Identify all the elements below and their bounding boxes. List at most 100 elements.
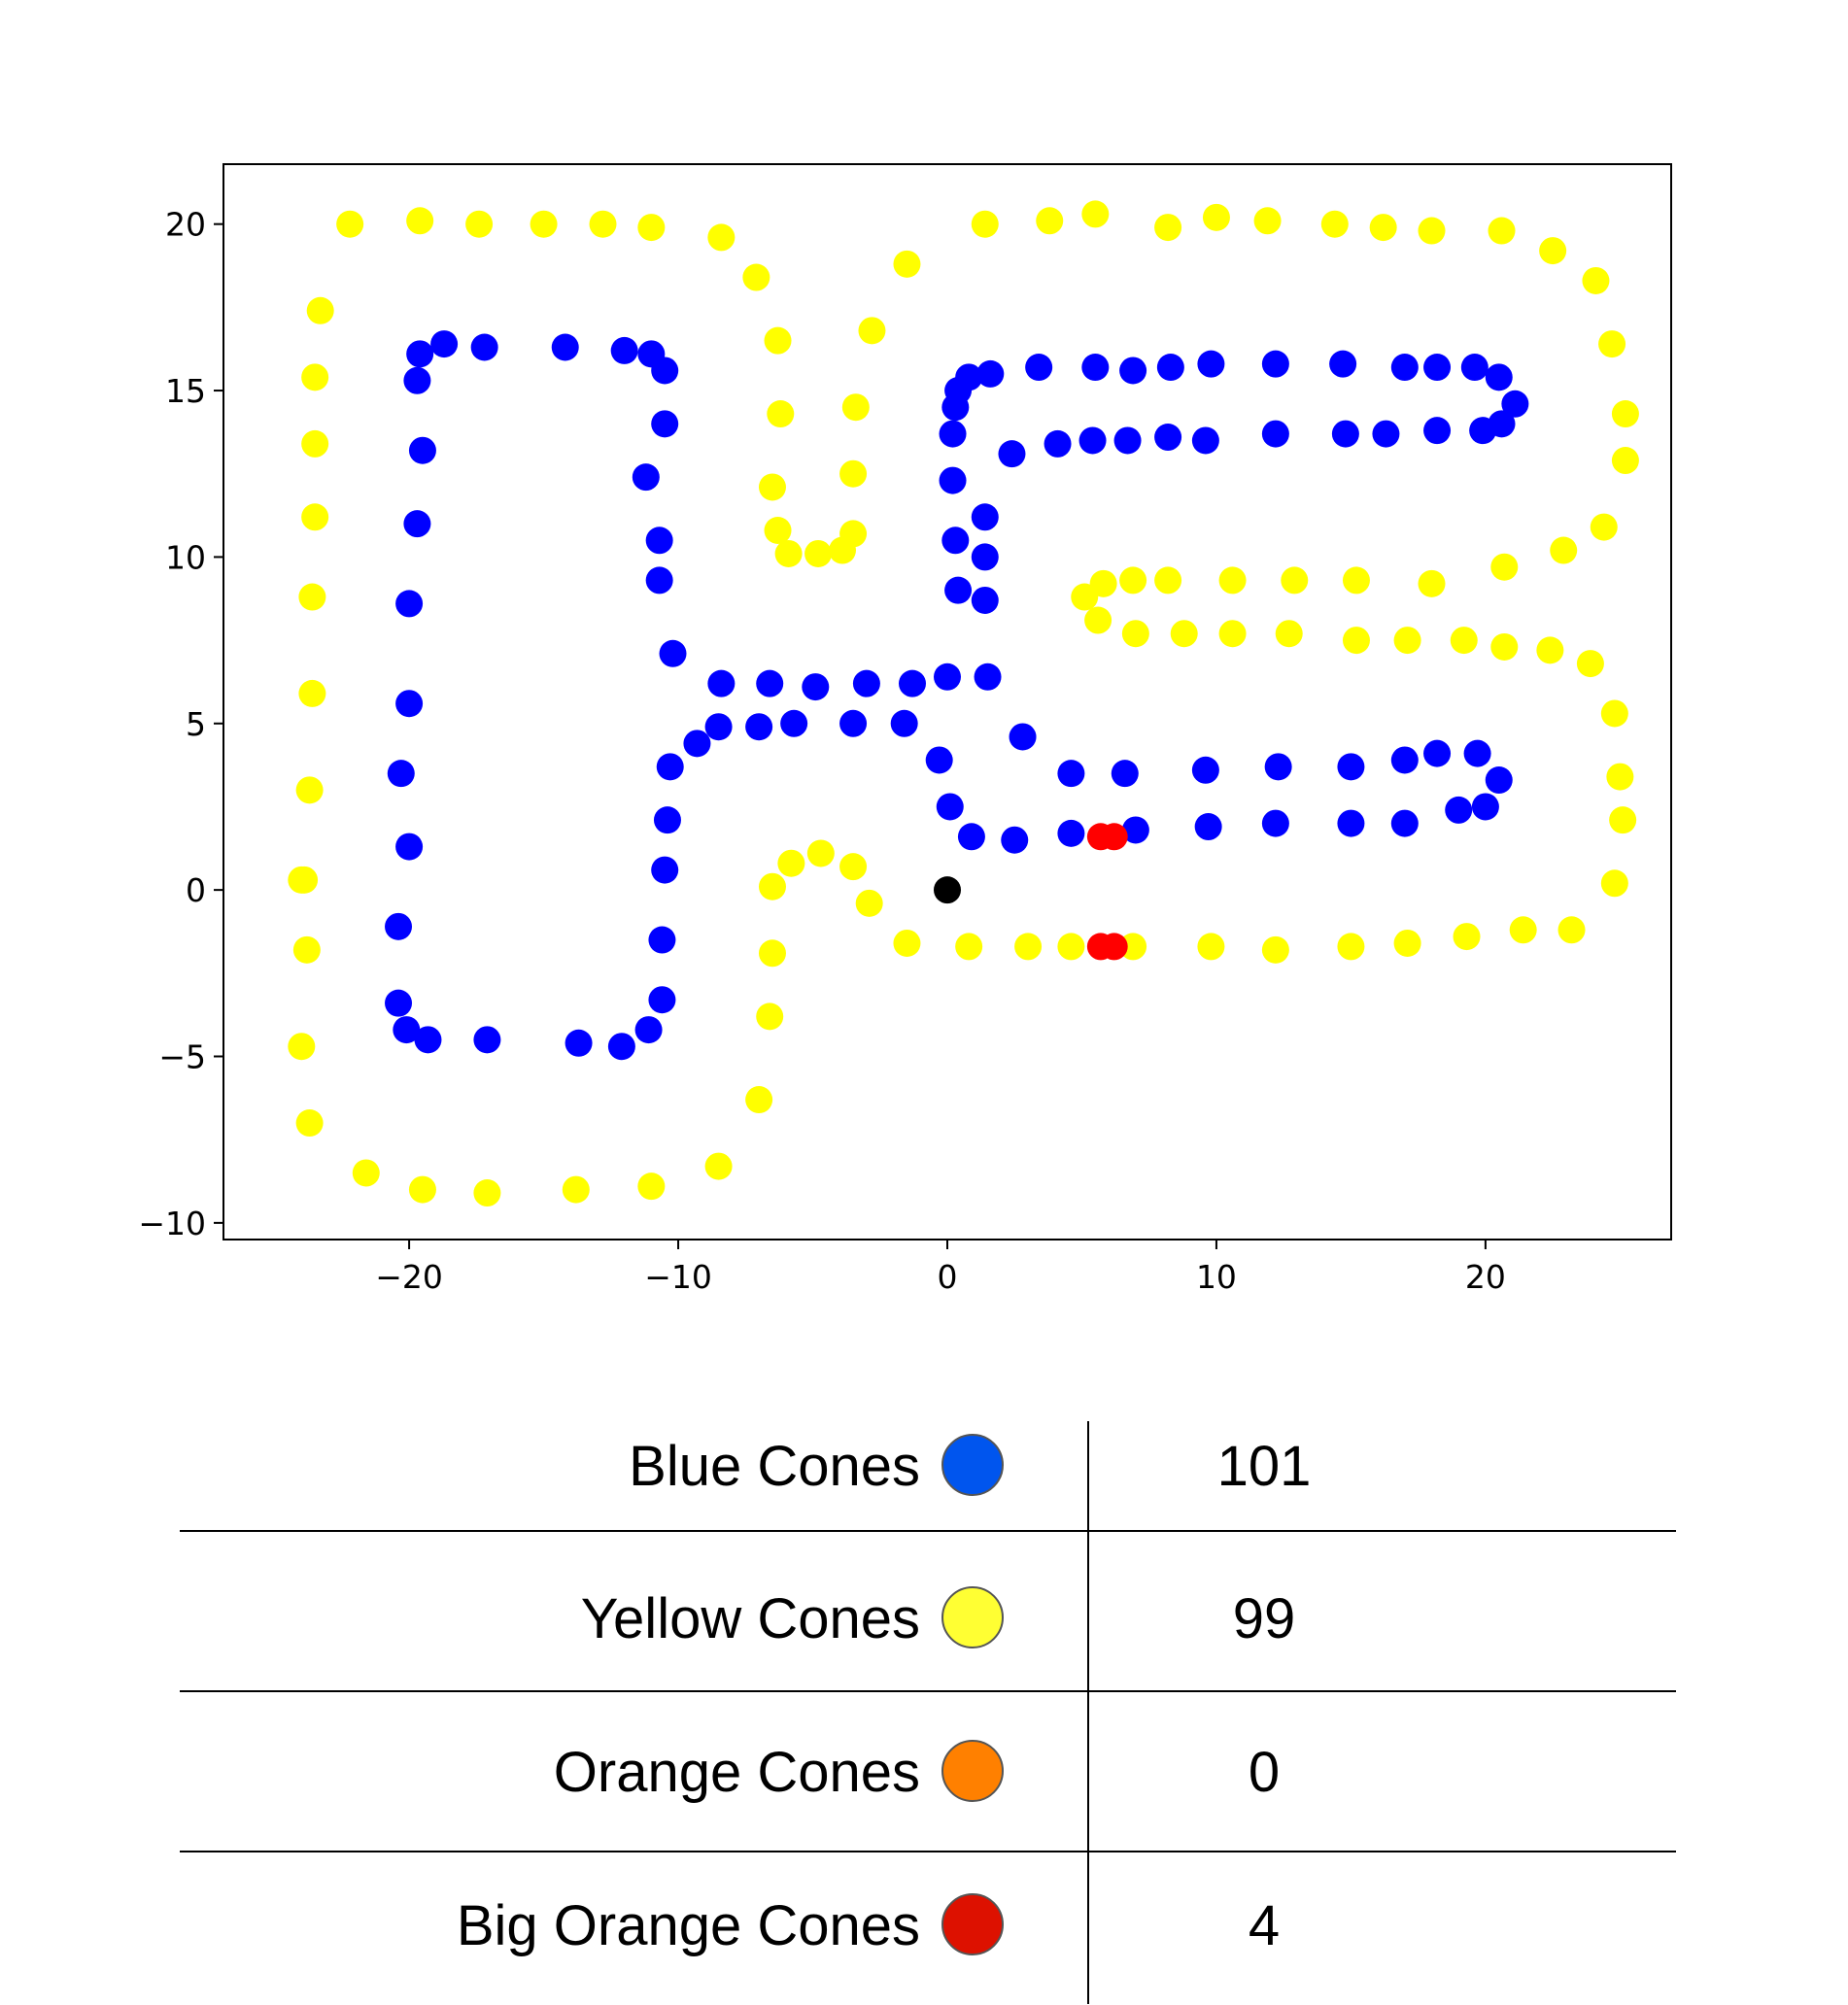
cone-point [742,263,770,291]
cone-point [1197,933,1225,961]
cone-point [1418,569,1446,597]
cone-point [1261,350,1289,378]
cone-point [1490,632,1519,661]
cone-point [1342,566,1370,595]
cone-point [939,466,967,494]
x-tick-label: 0 [938,1258,958,1296]
cone-point [1393,627,1421,655]
cone-point [841,393,870,422]
cone-point [1337,753,1365,781]
cone-point [1390,746,1419,774]
cone-point [745,713,773,741]
x-tick-label: 10 [1196,1258,1237,1296]
cone-point [1036,207,1064,235]
cone-point [1119,566,1147,595]
cone-point [758,939,786,968]
cone-point [758,872,786,901]
cone-point [1600,699,1628,728]
cone-point [1025,354,1053,382]
cone-point [645,527,673,555]
y-tick-label: 5 [186,705,206,743]
cone-point [648,986,676,1014]
axis-ticks: −20 −10 0 10 20 −10 −5 0 5 10 15 20 [138,206,1506,1296]
x-tick-label: −10 [644,1258,712,1296]
cone-point [1501,390,1529,418]
cone-point [295,1109,324,1138]
cone-point [1261,420,1289,448]
cone-point [637,1172,666,1201]
row-label: Yellow Cones [580,1587,920,1650]
cone-point [406,207,434,235]
cone-point [403,510,431,538]
table-divider [180,1851,1676,1852]
cone-markers [288,200,1639,1207]
cone-point [1320,210,1349,238]
cone-point [704,1152,733,1180]
cone-point [1275,620,1303,648]
cone-point [1460,354,1489,382]
cone-point [1113,426,1142,455]
cone-point [939,420,967,448]
cone-point [1057,760,1085,788]
row-value: 4 [1248,1894,1281,1957]
cone-point [774,539,803,567]
cone-point [1154,214,1182,242]
cone-point [292,935,321,964]
cone-point [1611,400,1639,428]
cone-point [839,520,868,548]
cone-point [288,1033,316,1061]
cone-point [1071,583,1099,611]
cone-point [301,503,329,531]
cone-point [971,503,999,531]
cone-point [707,223,736,252]
cone-point [1057,933,1085,961]
cone-point [898,669,926,697]
cone-point [971,543,999,571]
cone-point [1331,420,1359,448]
cone-point [1463,739,1491,767]
cone-point [1154,566,1182,595]
cone-point [336,210,364,238]
cone-point [936,793,964,821]
y-tick-label: 20 [165,206,206,244]
cone-point [1557,916,1586,944]
cone-point [395,833,424,861]
table-divider [180,1690,1676,1692]
cone-point [352,1159,380,1187]
cone-point [408,436,436,464]
cone-point [852,669,880,697]
cone-point [387,760,415,788]
cone-point [651,357,679,385]
cone-point [301,363,329,391]
cone-point [955,933,983,961]
cone-point [944,576,973,604]
x-tick-label: 20 [1465,1258,1506,1296]
cone-point [1044,429,1072,458]
row-label: Orange Cones [553,1741,920,1804]
cone-point [1485,363,1513,391]
cone-point [1606,763,1634,791]
cone-point [704,713,733,741]
cone-point [777,849,805,877]
cone-point [971,586,999,614]
cone-point [298,679,326,707]
cone-point [1598,330,1626,358]
cone-point [971,210,999,238]
plot-frame [222,163,1672,1240]
cone-point [925,746,953,774]
cone-point [1119,933,1147,961]
cone-point [651,410,679,438]
cone-point [295,776,324,804]
cone-point [1191,756,1219,784]
cone-point [893,250,921,278]
cone-point [1342,627,1370,655]
cone-point [707,669,736,697]
cone-point [1393,929,1421,957]
y-tick-label: 10 [165,538,206,576]
cone-point [1485,766,1513,795]
cone-point [1490,553,1519,581]
cone-point [1369,214,1397,242]
cone-point [893,929,921,957]
cone-point [414,1026,442,1054]
cone-point [802,673,830,701]
